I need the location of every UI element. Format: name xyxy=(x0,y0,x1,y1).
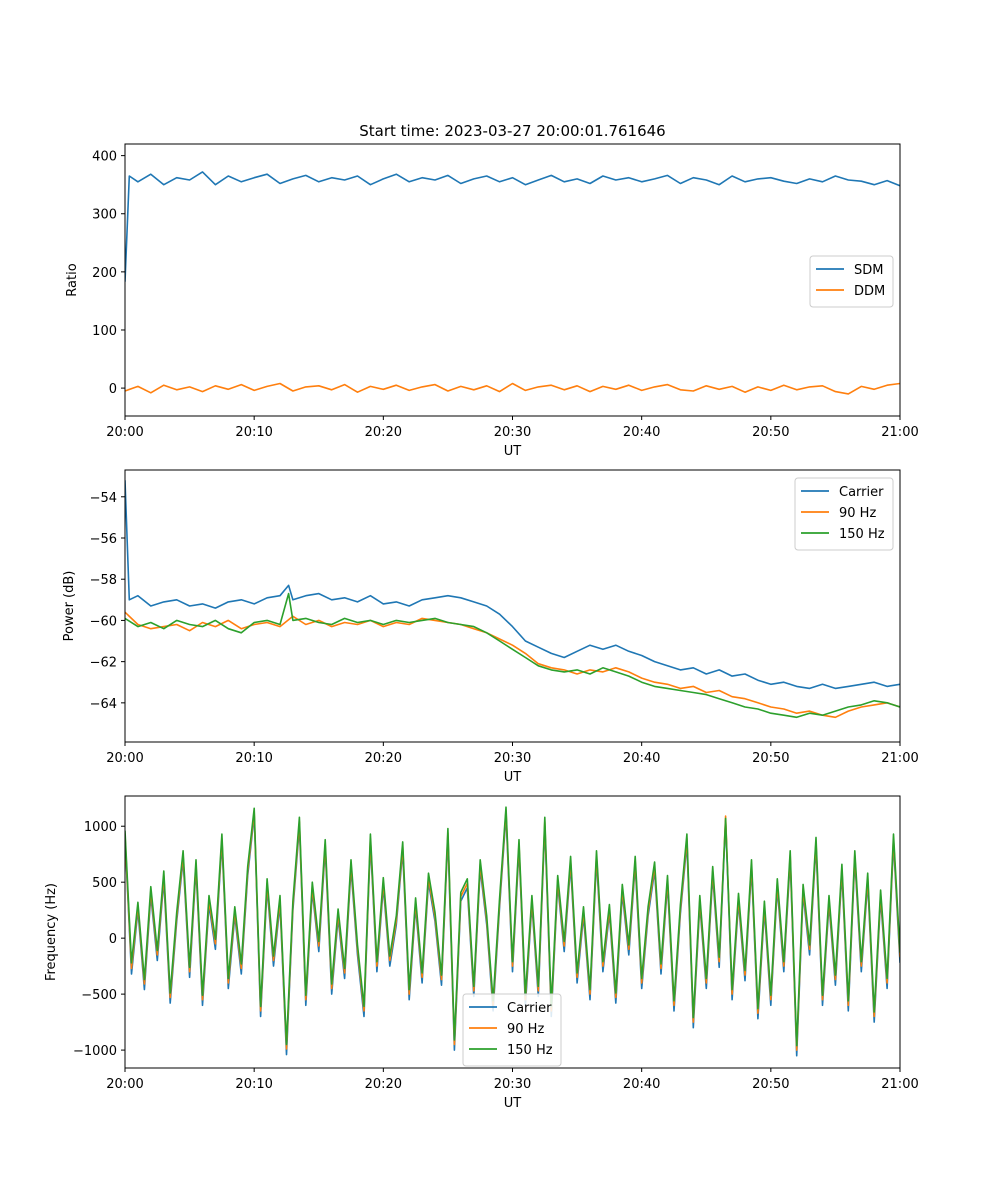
y-tick-label: 0 xyxy=(109,382,117,397)
series-line-150-hz xyxy=(125,806,900,1047)
x-tick-label: 20:20 xyxy=(365,425,402,440)
legend-box xyxy=(794,477,894,551)
y-tick-label: 100 xyxy=(92,324,117,339)
x-tick-label: 20:30 xyxy=(494,425,531,440)
x-tick-label: 20:50 xyxy=(752,425,789,440)
legend-label: 90 Hz xyxy=(507,1022,544,1037)
y-tick-label: −58 xyxy=(90,573,117,588)
legend-label: DDM xyxy=(854,284,885,299)
legend: Carrier 90 Hz 150 Hz xyxy=(794,477,894,551)
x-tick-label: 21:00 xyxy=(881,1077,918,1092)
legend-label: 150 Hz xyxy=(507,1043,553,1058)
x-tick-label: 20:20 xyxy=(365,1077,402,1092)
y-tick-label: −60 xyxy=(90,614,117,629)
y-tick-label: 1000 xyxy=(84,820,117,835)
series-line-150-hz xyxy=(125,592,900,719)
chart-panel-3: 20:00 20:10 20:20 20:30 20:40 20:50 21:00 −1000… xyxy=(44,795,919,1111)
x-tick-label: 20:50 xyxy=(752,1077,789,1092)
y-tick-label: −54 xyxy=(90,491,117,506)
x-tick-label: 20:00 xyxy=(106,1077,143,1092)
figure-title: Start time: 2023-03-27 20:00:01.761646 xyxy=(359,122,665,140)
series-line-sdm xyxy=(125,171,900,282)
x-tick-label: 20:00 xyxy=(106,425,143,440)
y-tick-label: −64 xyxy=(90,697,117,712)
y-tick-label: 300 xyxy=(92,208,117,223)
x-tick-label: 20:50 xyxy=(752,751,789,766)
series-line-carrier xyxy=(125,480,900,690)
y-tick-label: 500 xyxy=(92,876,117,891)
legend: Carrier 90 Hz 150 Hz xyxy=(462,993,562,1067)
legend-box xyxy=(462,993,562,1067)
x-tick-label: 20:30 xyxy=(494,751,531,766)
legend-label: 150 Hz xyxy=(839,527,885,542)
x-axis-label: UT xyxy=(504,1096,522,1111)
y-tick-label: 400 xyxy=(92,150,117,165)
x-axis-label: UT xyxy=(504,770,522,785)
legend-label: SDM xyxy=(854,263,883,278)
x-tick-label: 21:00 xyxy=(881,751,918,766)
x-tick-label: 20:40 xyxy=(623,1077,660,1092)
legend-label: Carrier xyxy=(507,1001,552,1016)
y-axis-label: Power (dB) xyxy=(62,571,77,642)
x-tick-label: 20:40 xyxy=(623,751,660,766)
x-tick-label: 20:10 xyxy=(235,1077,272,1092)
y-tick-label: −500 xyxy=(81,988,117,1003)
legend-label: 90 Hz xyxy=(839,506,876,521)
y-tick-label: −62 xyxy=(90,656,117,671)
series-line-90-hz xyxy=(125,611,900,719)
x-tick-label: 21:00 xyxy=(881,425,918,440)
chart-panel-2: 20:00 20:10 20:20 20:30 20:40 20:50 21:00 −64 −6… xyxy=(62,469,919,785)
x-tick-label: 20:00 xyxy=(106,751,143,766)
x-axis-label: UT xyxy=(504,444,522,459)
legend: SDM DDM xyxy=(809,255,894,308)
legend-label: Carrier xyxy=(839,485,884,500)
series-line-ddm xyxy=(125,382,900,395)
y-tick-label: −1000 xyxy=(73,1044,117,1059)
y-axis-label: Frequency (Hz) xyxy=(44,883,59,981)
x-tick-label: 20:10 xyxy=(235,425,272,440)
y-tick-label: 0 xyxy=(109,932,117,947)
x-tick-label: 20:10 xyxy=(235,751,272,766)
y-axis-label: Ratio xyxy=(65,263,80,296)
x-tick-label: 20:40 xyxy=(623,425,660,440)
y-tick-label: 200 xyxy=(92,266,117,281)
x-tick-label: 20:30 xyxy=(494,1077,531,1092)
chart-panel-1: 20:00 20:10 20:20 20:30 20:40 20:50 21:00 0 100 2… xyxy=(65,143,919,459)
x-tick-label: 20:20 xyxy=(365,751,402,766)
y-tick-label: −56 xyxy=(90,532,117,547)
